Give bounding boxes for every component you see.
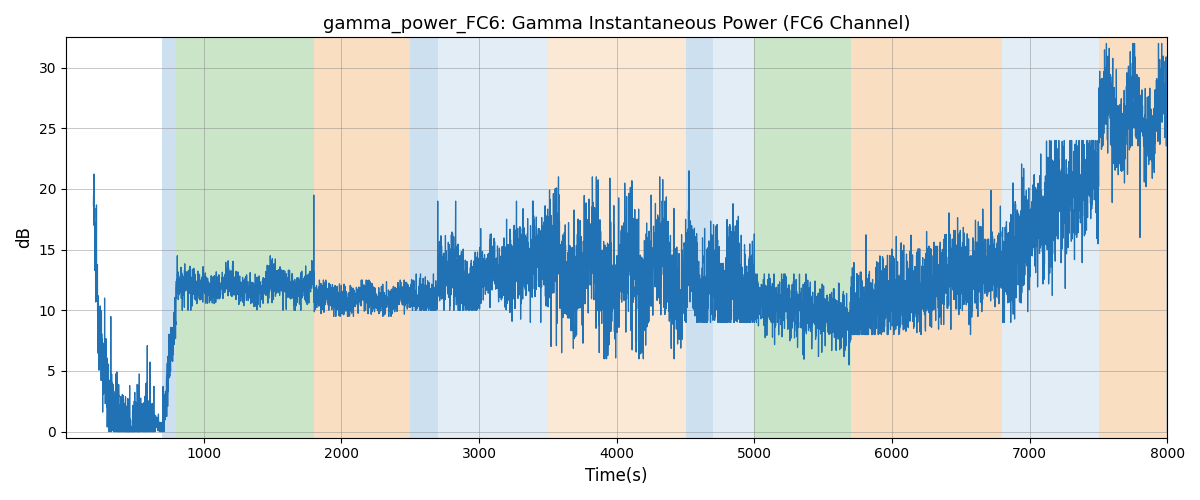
Bar [1002,38,1098,438]
Bar [713,38,755,438]
Bar [162,38,176,438]
Bar [313,38,410,438]
Bar [438,38,548,438]
X-axis label: Time(s): Time(s) [586,467,648,485]
Bar [755,38,851,438]
Bar [1098,38,1168,438]
Bar [851,38,1002,438]
Bar [176,38,313,438]
Bar [685,38,713,438]
Title: gamma_power_FC6: Gamma Instantaneous Power (FC6 Channel): gamma_power_FC6: Gamma Instantaneous Pow… [323,15,911,34]
Y-axis label: dB: dB [16,226,34,248]
Bar [548,38,685,438]
Bar [410,38,438,438]
